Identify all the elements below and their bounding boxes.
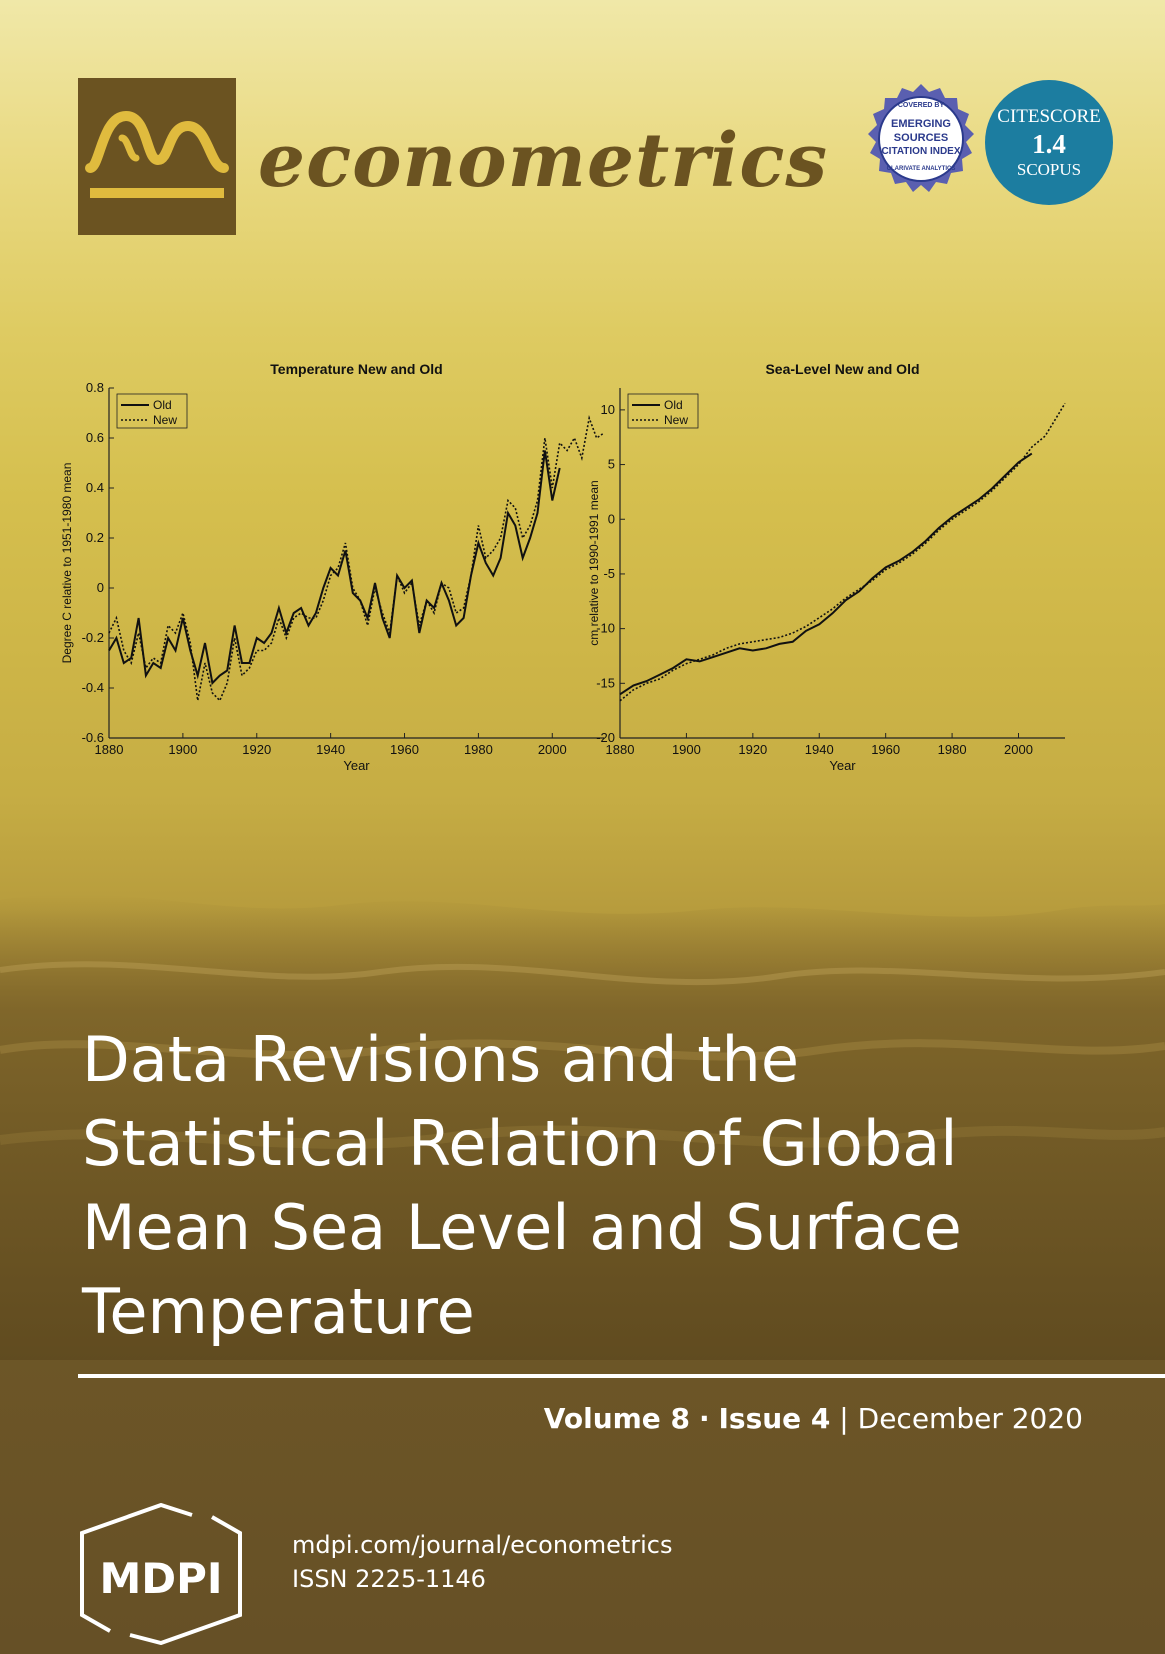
esci-line-1: EMERGING	[891, 118, 951, 130]
x-tick-label: 1940	[316, 742, 345, 757]
citescore-source: SCOPUS	[1016, 160, 1082, 179]
series-line-new	[108, 414, 605, 702]
esci-covered-by: COVERED BY	[897, 102, 945, 109]
x-tick-label: 1920	[738, 742, 767, 757]
x-axis-label: Year	[829, 758, 856, 773]
citescore-badge: CITESCORE 1.4 SCOPUS	[985, 80, 1113, 205]
y-tick-label: -10	[596, 621, 615, 636]
y-tick-label: 10	[601, 402, 615, 417]
esci-seal-icon	[868, 84, 974, 192]
y-tick-label: 0	[97, 580, 104, 595]
x-tick-label: 1880	[95, 742, 124, 757]
econometrics-logo-icon	[85, 110, 229, 198]
x-tick-label: 1920	[242, 742, 271, 757]
issue-separator: ·	[698, 1402, 710, 1435]
series-line-old	[619, 452, 1033, 696]
issue-info: Volume 8 · Issue 4 | December 2020	[544, 1402, 1083, 1435]
y-tick-label: 0	[608, 511, 615, 526]
x-tick-label: 1900	[168, 742, 197, 757]
mdpi-logo: MDPI	[80, 1502, 242, 1646]
x-tick-label: 1900	[672, 742, 701, 757]
legend-label-old: Old	[153, 398, 172, 412]
mdpi-logo-text: MDPI	[99, 1554, 222, 1603]
series-line-old	[108, 450, 561, 686]
esci-badge: COVERED BY EMERGING SOURCES CITATION IND…	[862, 82, 980, 200]
esci-clarivate: CLARIVATE ANALYTICS	[886, 166, 956, 172]
legend-label-old: Old	[664, 398, 683, 412]
x-tick-label: 1960	[871, 742, 900, 757]
esci-line-3: CITATION INDEX	[881, 146, 961, 157]
x-tick-label: 1980	[938, 742, 967, 757]
issue-label: Issue 4	[718, 1402, 831, 1435]
article-title-line-4: Temperature	[82, 1275, 475, 1348]
legend-label-new: New	[664, 413, 688, 427]
citescore-value: 1.4	[1032, 129, 1066, 159]
temperature-chart: Temperature New and Old 1880 1900 1920 1940 1…	[56, 361, 605, 820]
y-tick-label: 0.4	[86, 480, 104, 495]
y-tick-label: 0.8	[86, 380, 104, 395]
temperature-chart-svg: Temperature New and Old 1880 1900 1920 1940 1…	[60, 361, 605, 773]
article-title-line-2: Statistical Relation of Global	[82, 1107, 958, 1180]
issue-bar: |	[839, 1402, 849, 1435]
chart-title: Temperature New and Old	[270, 361, 442, 377]
article-title: Data Revisions and the Statistical Relat…	[82, 1018, 1102, 1354]
volume-label: Volume 8	[543, 1402, 691, 1435]
y-axis-label: cm relative to 1990-1991 mean	[587, 480, 601, 645]
x-tick-label: 2000	[1004, 742, 1033, 757]
publisher-info: mdpi.com/journal/econometrics ISSN 2225-…	[292, 1528, 673, 1596]
sea-waves-background	[0, 894, 1165, 1360]
x-tick-label: 1940	[805, 742, 834, 757]
citescore-label: CITESCORE	[997, 106, 1101, 127]
x-tick-label: 1880	[606, 742, 635, 757]
chart-title: Sea-Level New and Old	[765, 361, 919, 377]
esci-line-2: SOURCES	[893, 132, 949, 144]
journal-name: econometrics	[258, 118, 829, 204]
issn: ISSN 2225-1146	[292, 1565, 486, 1593]
legend-label-new: New	[153, 413, 177, 427]
sea-level-chart-svg: Sea-Level New and Old 1880 1900 1920 1940 196…	[587, 361, 1066, 773]
series-line-new	[619, 402, 1066, 702]
title-divider	[78, 1374, 1165, 1378]
y-tick-label: -15	[596, 675, 615, 690]
y-tick-label: -0.2	[82, 630, 104, 645]
y-tick-label: -5	[603, 566, 615, 581]
issue-date: December 2020	[857, 1402, 1083, 1435]
article-title-line-1: Data Revisions and the	[82, 1023, 799, 1096]
x-axis-label: Year	[343, 758, 370, 773]
y-tick-label: 0.6	[86, 430, 104, 445]
y-axis-label: Degree C relative to 1951-1980 mean	[60, 463, 74, 664]
sea-level-chart: Sea-Level New and Old 1880 1900 1920 1940 196…	[587, 361, 1132, 820]
legend-box	[627, 393, 699, 429]
legend-box	[116, 393, 188, 429]
y-tick-label: 0.2	[86, 530, 104, 545]
y-tick-label: -20	[596, 730, 615, 745]
y-tick-label: -0.6	[82, 730, 104, 745]
x-tick-label: 1980	[464, 742, 493, 757]
article-title-line-3: Mean Sea Level and Surface	[82, 1191, 962, 1264]
x-tick-label: 2000	[538, 742, 567, 757]
y-tick-label: 5	[608, 457, 615, 472]
x-tick-label: 1960	[390, 742, 419, 757]
journal-url[interactable]: mdpi.com/journal/econometrics	[292, 1531, 673, 1559]
mdpi-hexagon-icon: MDPI	[80, 1502, 242, 1646]
journal-logo	[78, 78, 236, 235]
y-tick-label: -0.4	[82, 680, 104, 695]
